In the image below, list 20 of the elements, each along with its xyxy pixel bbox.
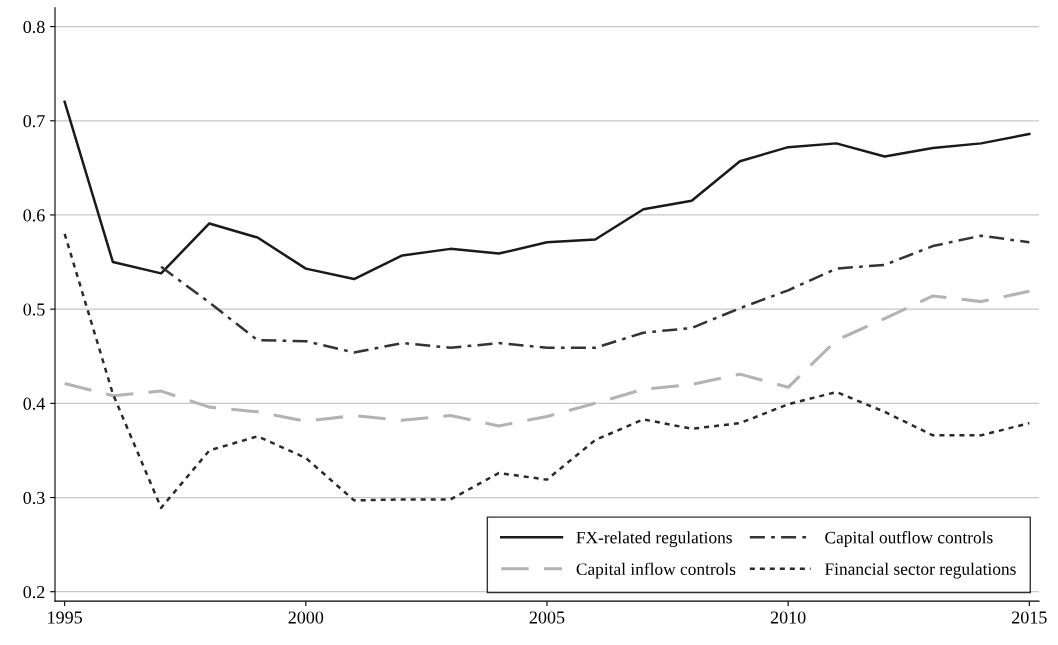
line-series [63,100,1031,281]
y-tick-label: 0.8 [23,20,45,34]
legend-label: Capital outflow controls [825,531,993,547]
x-tick-label: 2000 [288,611,324,624]
x-tick-label: 2010 [770,611,806,624]
line-series [159,234,1031,354]
y-tick-label: 0.3 [23,491,45,505]
x-tick-label: 1995 [48,611,83,624]
legend-label: Capital inflow controls [576,562,736,579]
x-tick-label: 2005 [529,611,565,624]
legend-label: Financial sector regulations [825,562,1016,579]
y-tick-label: 0.4 [23,397,46,410]
line-series [63,232,1031,510]
x-tick-label: 2015 [1012,611,1047,624]
y-tick-label: 0.5 [23,303,45,316]
line-series [63,289,1031,428]
legend-label: FX-related regulations [576,531,732,548]
y-tick-label: 0.7 [23,115,45,128]
y-tick-label: 0.2 [23,585,45,599]
y-tick-label: 0.6 [23,209,45,222]
